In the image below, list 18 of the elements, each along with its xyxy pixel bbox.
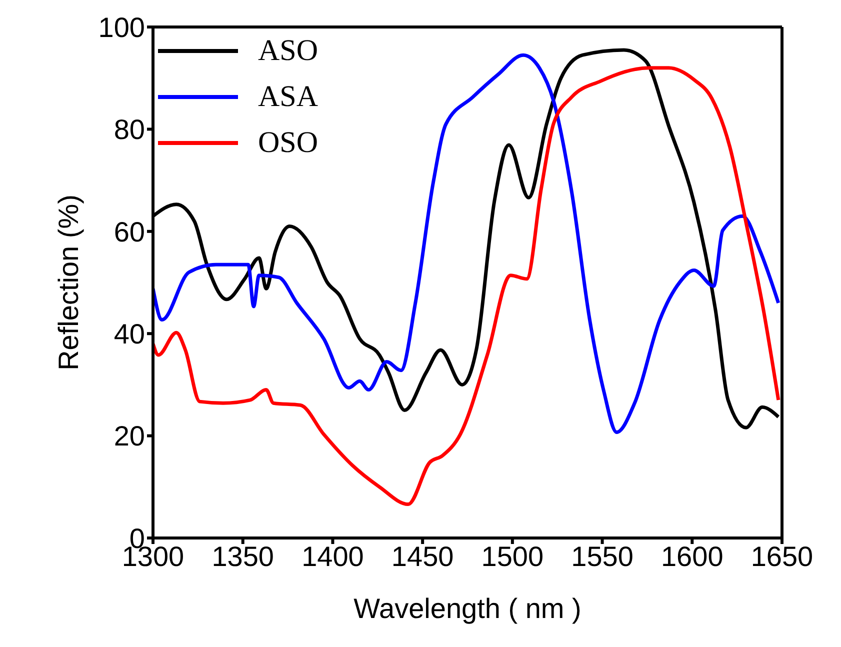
x-tick-label: 1350: [212, 540, 274, 572]
x-axis-title: Wavelength ( nm ): [354, 593, 582, 624]
y-tick-label: 40: [114, 318, 145, 350]
y-tick-label: 60: [114, 216, 145, 248]
x-tick-label: 1600: [660, 540, 724, 572]
line-series: [153, 66, 780, 506]
y-tick-label: 80: [114, 114, 145, 146]
x-tick-label: 1450: [391, 540, 454, 572]
legend-label: OSO: [258, 126, 318, 160]
legend-label: ASO: [258, 34, 318, 68]
legend-label: ASA: [258, 80, 318, 114]
x-tick-label: 1650: [750, 540, 814, 572]
x-tick-label: 1550: [571, 540, 634, 572]
y-tick-label: 100: [98, 12, 145, 43]
x-tick-label: 1400: [302, 540, 364, 572]
y-tick-label: 20: [114, 420, 145, 452]
y-axis-title: Reflection (%): [52, 194, 84, 370]
x-tick-label: 1500: [481, 540, 544, 572]
